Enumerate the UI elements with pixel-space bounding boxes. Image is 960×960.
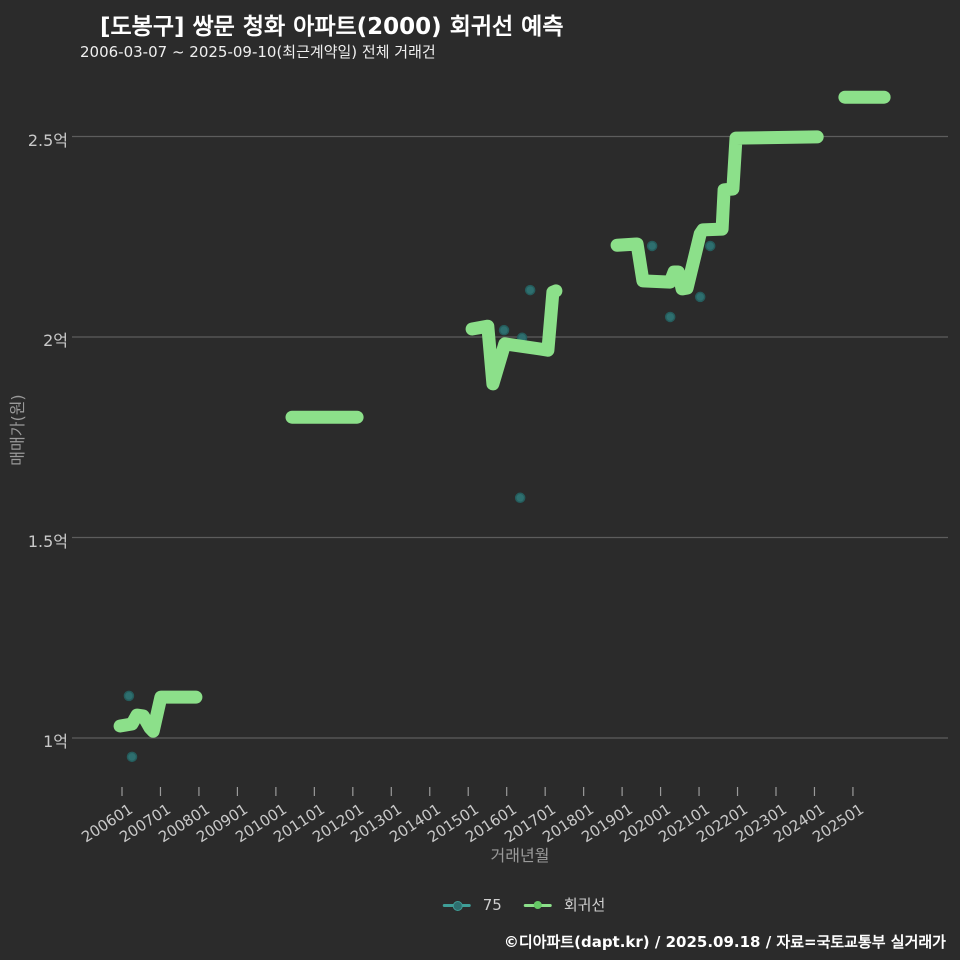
- y-tick-label-1.5억: 1.5억: [27, 531, 68, 551]
- scatter-point-75: [123, 690, 135, 702]
- regression-line-segment: [465, 284, 563, 391]
- y-axis-title: 매매가(원): [8, 394, 27, 466]
- regression-line-segment: [113, 690, 203, 738]
- chart-subtitle: 2006-03-07 ~ 2025-09-10(최근계약일) 전체 거래건: [80, 43, 436, 61]
- scatter-point-75: [514, 492, 526, 504]
- chart-title: [도봉구] 쌍문 청화 아파트(2000) 회귀선 예측: [100, 14, 564, 40]
- scatter-point-75: [126, 751, 138, 763]
- green-line-marker-icon: [523, 900, 552, 910]
- scatter-point-75: [704, 240, 716, 252]
- y-tick-label-2억: 2억: [43, 331, 68, 350]
- legend-label: 회귀선: [563, 896, 606, 914]
- regression-line-segment: [610, 130, 824, 296]
- scatter-point-75: [498, 324, 510, 336]
- legend-item-75[interactable]: 75: [442, 895, 502, 914]
- y-tick-label-2.5억: 2.5억: [27, 130, 68, 150]
- scatter-point-75: [694, 291, 706, 303]
- legend-label: 75: [482, 895, 502, 914]
- footer-credit: ©디아파트(dapt.kr) / 2025.09.18 / 자료=국토교통부 실…: [503, 933, 946, 951]
- y-tick-label-1억: 1억: [43, 732, 68, 751]
- legend: 75 회귀선: [442, 894, 606, 915]
- x-axis-title: 거래년월: [490, 846, 550, 865]
- scatter-point-75: [664, 311, 676, 323]
- teal-scatter-marker-icon: [442, 900, 471, 911]
- legend-item-regression[interactable]: 회귀선: [523, 894, 606, 915]
- scatter-point-75: [524, 284, 536, 296]
- scatter-point-75: [646, 240, 658, 252]
